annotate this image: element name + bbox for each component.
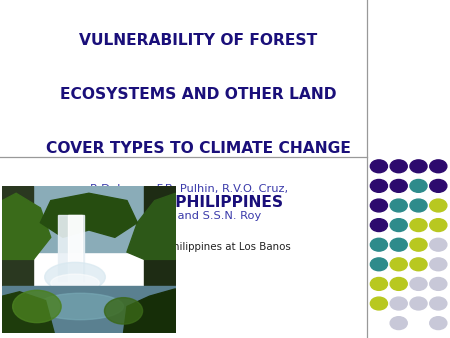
Ellipse shape — [45, 262, 105, 292]
Circle shape — [410, 160, 427, 173]
Text: R.D. Lasco, F.B. Pulhin, R.V.O. Cruz,: R.D. Lasco, F.B. Pulhin, R.V.O. Cruz, — [90, 184, 288, 194]
Bar — [144, 186, 176, 333]
Bar — [68, 215, 82, 296]
Bar — [58, 215, 84, 282]
Circle shape — [390, 238, 407, 251]
Circle shape — [390, 179, 407, 192]
Circle shape — [390, 219, 407, 232]
Circle shape — [390, 317, 407, 330]
Text: IN THE PHILIPPINES: IN THE PHILIPPINES — [112, 195, 284, 210]
Polygon shape — [40, 193, 137, 237]
Circle shape — [430, 277, 447, 290]
Circle shape — [390, 297, 407, 310]
Circle shape — [370, 277, 387, 290]
Circle shape — [410, 297, 427, 310]
Circle shape — [370, 297, 387, 310]
Circle shape — [410, 238, 427, 251]
Ellipse shape — [13, 290, 61, 323]
Circle shape — [370, 258, 387, 271]
Text: COVER TYPES TO CLIMATE CHANGE: COVER TYPES TO CLIMATE CHANGE — [45, 141, 351, 156]
Text: ECOSYSTEMS AND OTHER LAND: ECOSYSTEMS AND OTHER LAND — [60, 87, 336, 102]
Circle shape — [430, 160, 447, 173]
Ellipse shape — [104, 298, 143, 324]
Circle shape — [370, 160, 387, 173]
Circle shape — [430, 238, 447, 251]
Circle shape — [390, 160, 407, 173]
Bar — [2, 286, 176, 333]
Circle shape — [430, 199, 447, 212]
Ellipse shape — [51, 274, 99, 292]
Polygon shape — [2, 193, 51, 260]
Circle shape — [370, 238, 387, 251]
Circle shape — [430, 297, 447, 310]
Circle shape — [370, 179, 387, 192]
Bar — [2, 186, 33, 333]
Circle shape — [430, 258, 447, 271]
Polygon shape — [123, 289, 176, 333]
Text: VULNERABILITY OF FOREST: VULNERABILITY OF FOREST — [79, 33, 317, 48]
Circle shape — [430, 179, 447, 192]
Circle shape — [410, 258, 427, 271]
Circle shape — [430, 219, 447, 232]
Polygon shape — [127, 193, 176, 260]
Circle shape — [430, 317, 447, 330]
Circle shape — [390, 258, 407, 271]
Circle shape — [410, 199, 427, 212]
Circle shape — [370, 219, 387, 232]
Circle shape — [410, 277, 427, 290]
Text: J.M. Pulhin and S.S.N. Roy: J.M. Pulhin and S.S.N. Roy — [116, 211, 262, 221]
Circle shape — [370, 199, 387, 212]
Bar — [2, 186, 176, 252]
Circle shape — [410, 179, 427, 192]
Circle shape — [390, 199, 407, 212]
Ellipse shape — [37, 293, 123, 320]
Text: University of the Philippines at Los Banos: University of the Philippines at Los Ban… — [78, 242, 291, 252]
Circle shape — [390, 277, 407, 290]
Polygon shape — [2, 292, 54, 333]
Circle shape — [410, 219, 427, 232]
